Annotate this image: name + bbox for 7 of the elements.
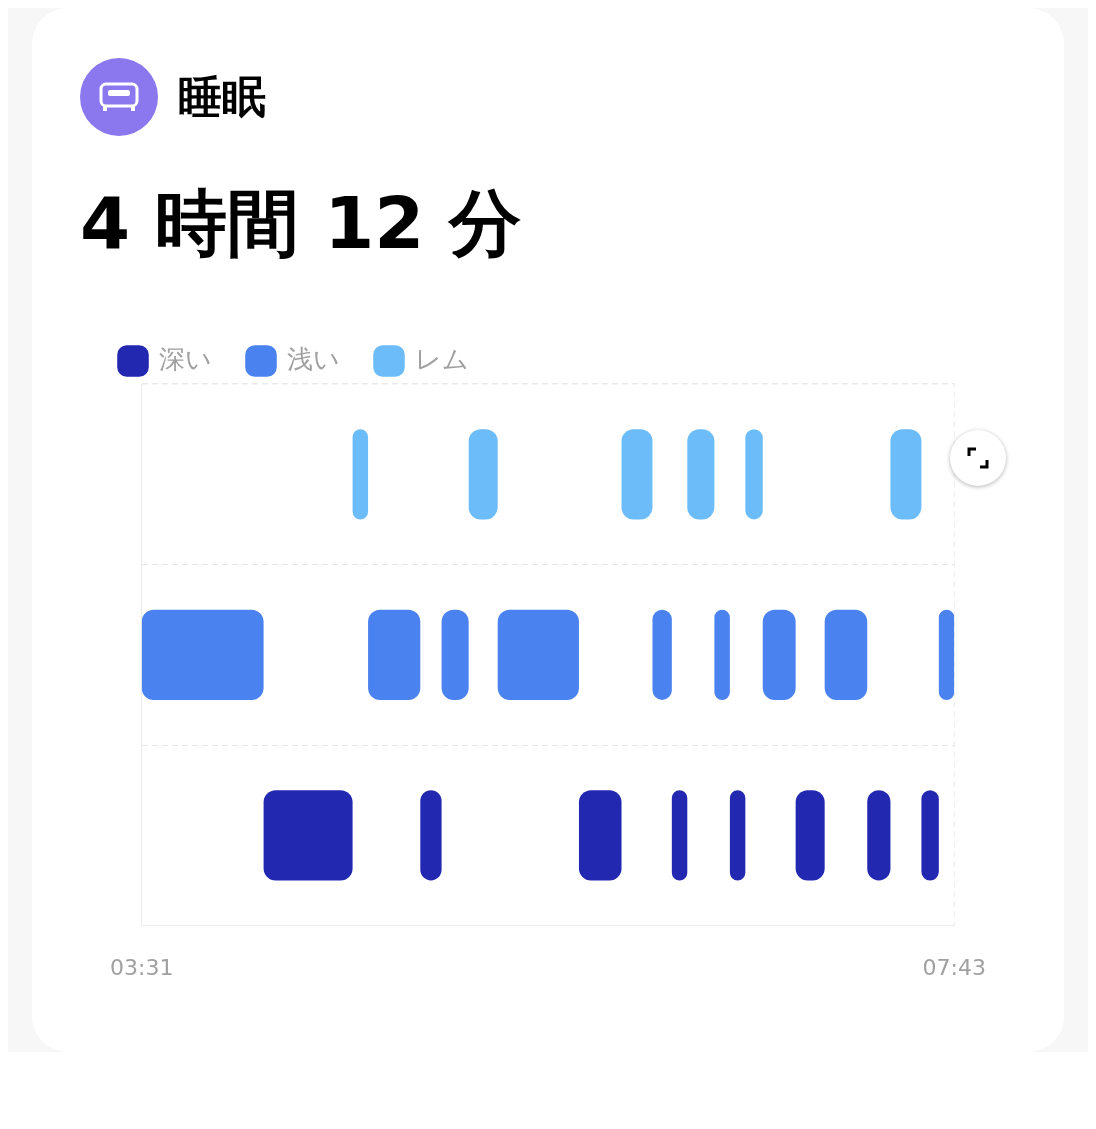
chart-title: 睡眠 [178,69,266,124]
chart-subtitle: 4 時間 12 分 [80,180,523,267]
legend-label: 深い [159,343,212,374]
x-tick-label: 07:43 [922,954,986,980]
x-tick-label: 03:31 [110,954,174,980]
legend-label: 浅い [287,343,340,374]
legend-label: レム [415,343,469,374]
